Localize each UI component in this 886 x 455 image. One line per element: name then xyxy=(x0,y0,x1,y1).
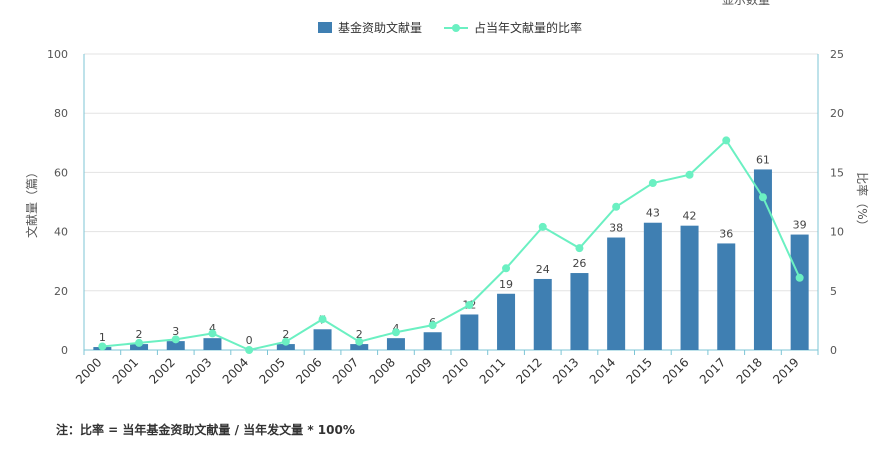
x-tick-label: 2019 xyxy=(770,355,801,386)
legend-item-bar[interactable]: 基金资助文献量 xyxy=(318,19,422,36)
ratio-point xyxy=(391,328,400,337)
bar xyxy=(753,169,772,350)
ratio-point xyxy=(171,335,180,344)
bar-data-label: 42 xyxy=(683,210,697,223)
bar-data-label: 2 xyxy=(136,328,143,341)
x-tick-label: 2004 xyxy=(220,355,251,386)
legend-bar-swatch xyxy=(318,22,332,33)
bar-data-label: 38 xyxy=(609,222,623,235)
ratio-point xyxy=(281,337,290,346)
y2-tick-label: 10 xyxy=(830,226,844,239)
ratio-point xyxy=(795,273,804,282)
y2-tick-label: 25 xyxy=(830,48,844,61)
y2-tick-label: 0 xyxy=(830,344,837,357)
x-tick-label: 2000 xyxy=(73,355,104,386)
corner-label: 显示数量 xyxy=(721,0,770,7)
y-axis-title: 文献量（篇） xyxy=(24,166,39,238)
ratio-point xyxy=(575,244,584,253)
x-tick-label: 2001 xyxy=(110,355,141,386)
x-tick-label: 2007 xyxy=(330,355,361,386)
bar xyxy=(460,314,479,350)
bar xyxy=(607,237,626,350)
ratio-point xyxy=(208,329,217,338)
ratio-point xyxy=(465,301,474,310)
bar xyxy=(680,225,699,350)
x-tick-label: 2011 xyxy=(477,355,508,386)
bar xyxy=(276,344,295,350)
bar xyxy=(203,338,222,350)
x-tick-label: 2006 xyxy=(293,355,324,386)
bar-data-label: 24 xyxy=(536,263,550,276)
legend-line-swatch xyxy=(444,22,469,34)
bar-data-label: 3 xyxy=(172,325,179,338)
y2-axis-title: 比率（%） xyxy=(855,172,870,231)
bar-data-label: 0 xyxy=(246,334,253,347)
x-tick-label: 2015 xyxy=(623,355,654,386)
bar xyxy=(497,293,516,350)
bar-data-label: 61 xyxy=(756,153,770,166)
ratio-point xyxy=(428,321,437,330)
y2-tick-label: 5 xyxy=(830,285,837,298)
x-tick-label: 2017 xyxy=(697,355,728,386)
bar xyxy=(386,338,405,350)
bar xyxy=(166,341,185,350)
x-tick-label: 2002 xyxy=(146,355,177,386)
x-tick-label: 2012 xyxy=(513,355,544,386)
bar-data-label: 2 xyxy=(356,328,363,341)
bar-data-label: 19 xyxy=(499,278,513,291)
ratio-point xyxy=(355,337,364,346)
ratio-point xyxy=(612,202,621,211)
y-tick-label: 0 xyxy=(61,344,68,357)
y-tick-label: 40 xyxy=(54,226,68,239)
ratio-point xyxy=(538,222,547,231)
chart-footnote: 注：比率 = 当年基金资助文献量 / 当年发文量 * 100% xyxy=(56,423,355,437)
bar-data-label: 2 xyxy=(282,328,289,341)
legend-bar-label: 基金资助文献量 xyxy=(338,21,423,35)
y-tick-label: 80 xyxy=(54,107,68,120)
bar xyxy=(313,329,332,350)
bar xyxy=(570,273,589,350)
chart-legend: 基金资助文献量 占当年文献量的比率 xyxy=(318,19,604,36)
ratio-point xyxy=(135,338,144,347)
bar xyxy=(533,278,552,350)
y-tick-label: 100 xyxy=(47,48,68,61)
ratio-line xyxy=(102,138,801,352)
ratio-point xyxy=(502,264,511,273)
bar-data-label: 43 xyxy=(646,207,660,220)
ratio-point xyxy=(685,170,694,179)
ratio-point xyxy=(648,179,657,188)
x-tick-label: 2016 xyxy=(660,355,691,386)
bar xyxy=(643,222,662,350)
ratio-point xyxy=(318,315,327,324)
x-tick-label: 2009 xyxy=(403,355,434,386)
y-tick-label: 20 xyxy=(54,285,68,298)
x-tick-label: 2005 xyxy=(256,355,287,386)
x-tick-label: 2014 xyxy=(587,355,618,386)
legend-item-line[interactable]: 占当年文献量的比率 xyxy=(444,19,582,36)
x-tick-label: 2003 xyxy=(183,355,214,386)
ratio-point xyxy=(98,342,107,351)
bar-data-label: 39 xyxy=(793,219,807,232)
bar-data-label: 1 xyxy=(99,331,106,344)
bar xyxy=(130,344,149,350)
bar xyxy=(350,344,369,350)
bar-data-label: 4 xyxy=(209,322,216,335)
x-tick-label: 2018 xyxy=(734,355,765,386)
bar-data-label: 26 xyxy=(572,257,586,270)
ratio-point xyxy=(758,193,767,202)
x-tick-label: 2010 xyxy=(440,355,471,386)
bar xyxy=(717,243,736,350)
y2-tick-label: 20 xyxy=(830,107,844,120)
y2-tick-label: 15 xyxy=(830,166,844,179)
bar-data-label: 36 xyxy=(719,227,733,240)
legend-line-label: 占当年文献量的比率 xyxy=(474,21,583,35)
x-tick-label: 2008 xyxy=(367,355,398,386)
x-tick-label: 2013 xyxy=(550,355,581,386)
ratio-point xyxy=(722,136,731,145)
bar xyxy=(423,332,442,350)
bar xyxy=(790,234,809,350)
y-tick-label: 60 xyxy=(54,166,68,179)
ratio-point xyxy=(245,346,254,354)
